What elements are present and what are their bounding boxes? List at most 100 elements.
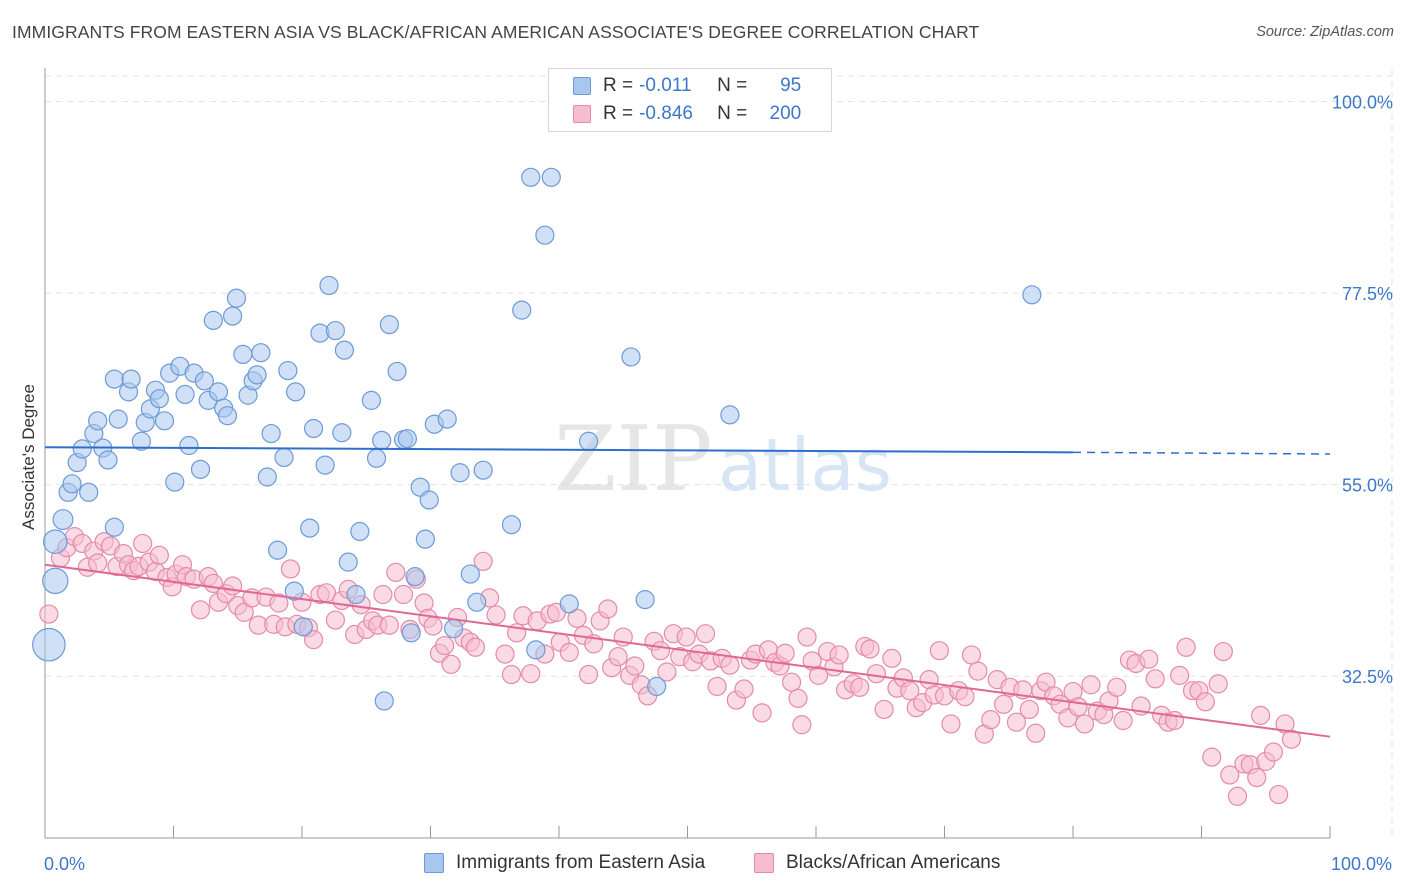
point-black-african-american bbox=[1006, 712, 1027, 732]
point-eastern-asia bbox=[325, 320, 346, 341]
point-eastern-asia bbox=[217, 406, 238, 426]
point-black-african-american bbox=[1263, 742, 1284, 762]
point-eastern-asia bbox=[226, 288, 247, 308]
x-tick-100: 100.0% bbox=[1331, 854, 1392, 874]
legend-n-label: N = bbox=[717, 75, 748, 96]
point-black-african-american bbox=[797, 627, 817, 647]
point-eastern-asia bbox=[194, 371, 214, 391]
point-black-african-american bbox=[707, 676, 727, 697]
point-eastern-asia bbox=[108, 409, 128, 429]
point-black-african-american bbox=[393, 584, 414, 605]
legend-swatch-blue bbox=[424, 853, 444, 873]
point-black-african-american bbox=[39, 604, 59, 624]
point-eastern-asia bbox=[319, 275, 339, 296]
legend-item-eastern-asia: Immigrants from Eastern Asia bbox=[424, 852, 705, 874]
trend-line-eastern-asia bbox=[44, 446, 1074, 454]
point-eastern-asia bbox=[437, 409, 457, 429]
point-black-african-american bbox=[625, 656, 645, 676]
point-black-african-american bbox=[521, 664, 541, 684]
legend-label-black-african-american: Blacks/African Americans bbox=[786, 852, 1001, 873]
point-black-african-american bbox=[981, 710, 1001, 730]
point-eastern-asia bbox=[233, 344, 253, 365]
point-black-african-american bbox=[695, 624, 716, 644]
chart-title: IMMIGRANTS FROM EASTERN ASIA VS BLACK/AF… bbox=[12, 22, 980, 42]
point-eastern-asia bbox=[300, 518, 320, 538]
axis-layer bbox=[44, 68, 1331, 839]
trend-line-eastern-asia-extension bbox=[1072, 451, 1331, 455]
point-eastern-asia bbox=[334, 340, 355, 360]
point-black-african-american bbox=[792, 715, 812, 735]
point-black-african-american bbox=[1195, 692, 1215, 712]
point-eastern-asia bbox=[293, 617, 313, 637]
point-black-african-american bbox=[269, 593, 289, 613]
point-black-african-american bbox=[303, 630, 324, 650]
point-eastern-asia bbox=[88, 411, 108, 431]
point-eastern-asia bbox=[379, 315, 399, 335]
point-black-african-american bbox=[1213, 641, 1233, 662]
stats-legend: R = -0.011 N = 95 R = -0.846 N = 200 bbox=[548, 68, 832, 132]
point-black-african-american bbox=[955, 687, 975, 707]
point-eastern-asia bbox=[42, 529, 68, 555]
point-eastern-asia bbox=[535, 225, 555, 245]
point-eastern-asia bbox=[541, 167, 561, 187]
point-black-african-american bbox=[720, 655, 740, 675]
y-tick-32-5: 32.5% bbox=[1342, 667, 1393, 687]
point-eastern-asia bbox=[374, 691, 394, 711]
point-eastern-asia bbox=[267, 540, 288, 560]
point-eastern-asia bbox=[401, 623, 421, 643]
point-black-african-american bbox=[882, 648, 902, 668]
point-black-african-american bbox=[1145, 669, 1165, 689]
point-eastern-asia bbox=[621, 347, 641, 367]
point-eastern-asia bbox=[512, 300, 532, 320]
point-black-african-american bbox=[1220, 765, 1240, 785]
point-eastern-asia bbox=[72, 439, 92, 459]
point-eastern-asia bbox=[257, 467, 277, 487]
legend-n-label: N = bbox=[717, 103, 748, 124]
point-eastern-asia bbox=[467, 592, 487, 612]
point-black-african-american bbox=[781, 672, 802, 692]
point-black-african-american bbox=[608, 647, 628, 667]
point-eastern-asia bbox=[52, 509, 74, 531]
point-black-african-american bbox=[379, 615, 399, 635]
point-eastern-asia bbox=[419, 490, 439, 510]
point-black-african-american bbox=[325, 610, 346, 630]
point-black-african-american bbox=[88, 553, 108, 573]
point-eastern-asia bbox=[315, 455, 335, 475]
point-black-african-american bbox=[829, 645, 849, 665]
point-black-african-american bbox=[1074, 714, 1095, 734]
point-black-african-american bbox=[657, 662, 677, 682]
point-black-african-american bbox=[994, 694, 1014, 714]
point-eastern-asia bbox=[42, 567, 69, 595]
point-black-african-american bbox=[190, 600, 211, 620]
point-eastern-asia bbox=[223, 306, 243, 326]
point-black-african-american bbox=[1268, 784, 1289, 805]
point-black-african-american bbox=[1247, 767, 1267, 788]
watermark-atlas: atlas bbox=[718, 423, 892, 507]
legend-r-value: -0.846 bbox=[639, 103, 693, 124]
point-eastern-asia bbox=[121, 369, 141, 389]
point-eastern-asia bbox=[635, 590, 655, 610]
point-black-african-american bbox=[900, 681, 920, 701]
point-black-african-american bbox=[1026, 723, 1046, 743]
point-eastern-asia bbox=[1022, 285, 1042, 305]
point-black-african-american bbox=[1202, 747, 1222, 767]
legend-r-value: -0.011 bbox=[639, 75, 692, 96]
point-eastern-asia bbox=[79, 482, 99, 502]
point-eastern-asia bbox=[332, 423, 352, 443]
point-eastern-asia bbox=[720, 405, 740, 425]
watermark-zip: ZIP bbox=[554, 407, 713, 512]
point-black-african-american bbox=[495, 644, 515, 664]
point-black-african-american bbox=[788, 688, 808, 708]
point-eastern-asia bbox=[278, 360, 298, 381]
point-eastern-asia bbox=[203, 310, 223, 330]
series-blacks-african-americans bbox=[39, 527, 1302, 806]
legend-row-eastern-asia: R = -0.011 N = 95 bbox=[573, 73, 801, 99]
point-black-african-american bbox=[650, 641, 671, 661]
point-black-african-american bbox=[734, 679, 754, 699]
point-black-african-american bbox=[961, 645, 982, 665]
point-eastern-asia bbox=[559, 594, 579, 614]
point-eastern-asia bbox=[154, 411, 175, 431]
point-eastern-asia bbox=[372, 430, 392, 450]
point-eastern-asia bbox=[274, 447, 294, 468]
point-black-african-american bbox=[1176, 637, 1196, 657]
